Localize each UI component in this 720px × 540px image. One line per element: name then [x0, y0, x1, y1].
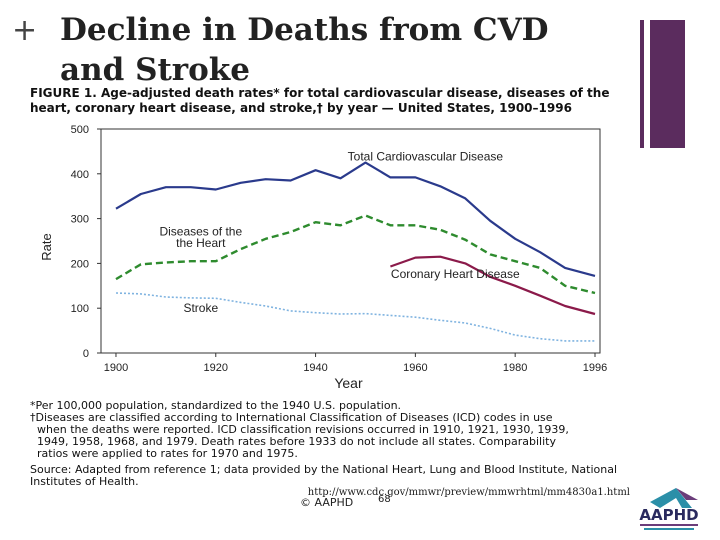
x-tick-label: 1980	[503, 362, 527, 374]
y-tick-label: 0	[83, 348, 89, 360]
plot-frame	[100, 128, 601, 354]
x-tick-label: 1900	[104, 362, 128, 374]
series-line-diseases-of-the-heart	[115, 214, 596, 295]
y-tick-label: 100	[71, 303, 89, 315]
page-number: 68	[378, 494, 391, 505]
x-axis-label: Year	[334, 375, 363, 391]
source-link[interactable]: http://www.cdc.gov/mmwr/preview/mmwrhtml…	[307, 487, 630, 498]
figure-caption: FIGURE 1. Age-adjusted death rates* for …	[30, 86, 610, 115]
series-annotation: Total Cardiovascular Disease	[348, 149, 504, 163]
accent-bar-thick	[650, 20, 685, 148]
series-line-stroke	[115, 292, 595, 342]
slide-title: Decline in Deaths from CVD and Stroke	[60, 12, 549, 88]
x-tick-label: 1996	[583, 362, 607, 374]
copyright-text: © AAPHD	[300, 496, 354, 509]
series-line-total-cardiovascular-disease	[115, 161, 596, 277]
plus-icon: +	[12, 13, 38, 48]
footnote-icd: †Diseases are classified according to In…	[30, 411, 569, 460]
aaphd-logo: AAPHD	[639, 488, 699, 530]
svg-text:AAPHD: AAPHD	[639, 506, 698, 524]
series-annotation: Stroke	[183, 301, 218, 315]
y-axis-label: Rate	[39, 233, 54, 260]
series-annotation: Coronary Heart Disease	[391, 267, 520, 281]
y-tick-label: 500	[71, 124, 89, 136]
series-annotation: Diseases of the	[159, 225, 242, 239]
y-tick-label: 400	[71, 169, 89, 181]
source-note: Source: Adapted from reference 1; data p…	[30, 463, 621, 488]
accent-bar-thin	[640, 20, 644, 148]
series-line-coronary-heart-disease	[390, 255, 596, 316]
footnotes: *Per 100,000 population, standardized to…	[30, 400, 630, 488]
y-tick-label: 300	[71, 214, 89, 226]
y-tick-label: 200	[71, 258, 89, 270]
x-tick-label: 1920	[204, 362, 228, 374]
x-tick-label: 1940	[303, 362, 327, 374]
footnote-population: *Per 100,000 population, standardized to…	[30, 399, 402, 412]
series-annotation: the Heart	[176, 236, 226, 250]
x-tick-label: 1960	[403, 362, 427, 374]
